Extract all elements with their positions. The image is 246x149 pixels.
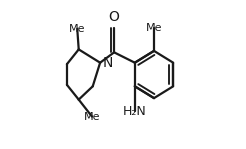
Text: Me: Me xyxy=(69,24,86,34)
Text: H₂N: H₂N xyxy=(123,105,147,118)
Text: Me: Me xyxy=(84,112,100,122)
Text: N: N xyxy=(103,56,113,70)
Text: O: O xyxy=(109,10,120,24)
Text: Me: Me xyxy=(146,23,162,33)
